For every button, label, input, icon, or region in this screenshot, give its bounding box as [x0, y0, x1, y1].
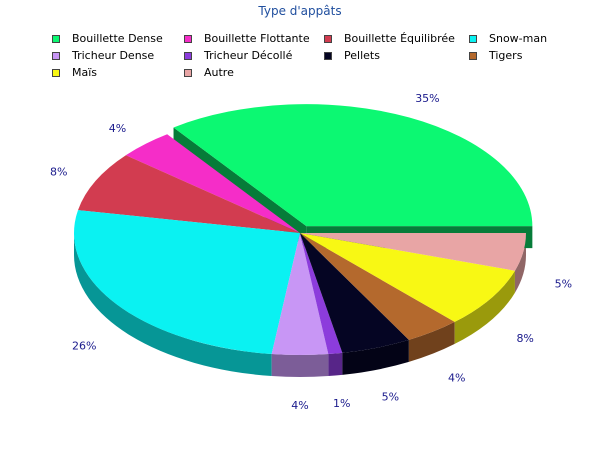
pie-tops [73, 104, 533, 355]
pie-slice [300, 233, 515, 322]
legend-swatch [52, 52, 60, 60]
pie-slice [271, 233, 329, 355]
pie-slice [125, 134, 300, 233]
pie-data-label: 35% [415, 92, 439, 105]
pie-labels: 35% 4% 8% 26% 4% 1% 5% 4% 8% 5% [50, 92, 572, 412]
legend-swatch [324, 52, 332, 60]
pie-slice [173, 104, 533, 227]
pie-slice [300, 233, 455, 340]
chart-title: Type d'appâts [258, 4, 342, 18]
legend-swatch [184, 35, 192, 43]
pie-slice [300, 233, 343, 355]
pie-slice [300, 233, 526, 271]
legend-label: Snow-man [489, 32, 548, 45]
pie-side [328, 352, 343, 377]
pie-data-label: 5% [555, 278, 572, 291]
legend-label: Tigers [489, 49, 523, 62]
pie-slice [73, 210, 300, 355]
legend-swatch [469, 52, 477, 60]
legend-label: Tricheur Décollé [204, 49, 293, 62]
pie-side [408, 321, 455, 362]
legend-label: Autre [204, 66, 234, 79]
pie-side [74, 233, 272, 377]
legend-swatch [324, 35, 332, 43]
legend-swatch [52, 35, 60, 43]
legend-label: Bouillette Équilibrée [344, 32, 455, 45]
legend-swatch [469, 35, 477, 43]
pie-data-label: 4% [291, 399, 308, 412]
legend-label: Bouillette Flottante [204, 32, 310, 45]
pie-data-label: 8% [516, 332, 533, 345]
pie-data-label: 4% [109, 122, 126, 135]
legend-label: Pellets [344, 49, 380, 62]
pie-side [454, 270, 515, 344]
legend-label: Tricheur Dense [72, 49, 155, 62]
legend-swatch [184, 69, 192, 77]
legend-label: Bouillette Dense [72, 32, 163, 45]
pie-sides [74, 233, 526, 377]
pie-side [271, 354, 329, 377]
pie-data-label: 8% [50, 166, 67, 179]
pie-slice [78, 155, 300, 233]
pie-data-label: 26% [72, 340, 96, 353]
pie-side [514, 233, 526, 293]
pie-slice [300, 233, 409, 353]
pie-side [342, 339, 409, 375]
legend-swatch [52, 69, 60, 77]
pie-data-label: 5% [382, 390, 399, 403]
legend-swatch [184, 52, 192, 60]
pie-data-label: 4% [448, 371, 465, 384]
legend-label: Maïs [72, 66, 98, 79]
pie-data-label: 1% [333, 397, 350, 410]
